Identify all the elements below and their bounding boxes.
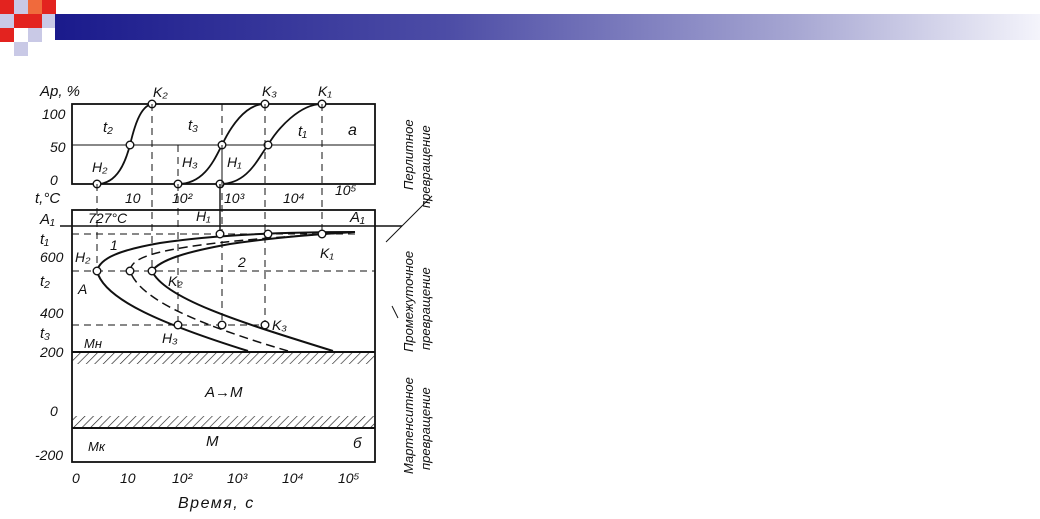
bottom-y-tick-200: 200 — [39, 344, 64, 360]
label-region-m: M — [206, 433, 219, 450]
label-a1-right: A₁ — [349, 209, 365, 226]
title-bar — [55, 14, 1040, 40]
mn-hatch-band — [72, 352, 375, 364]
bottom-point-k1 — [317, 229, 327, 239]
label-curve-2: 2 — [237, 254, 246, 270]
label-mn: Mн — [84, 336, 102, 351]
intermediate-tick — [391, 305, 399, 319]
side-label-martensite-2: превращение — [418, 387, 433, 470]
label-t3-bottom: t₃ — [40, 325, 50, 342]
top-y-tick-50: 50 — [50, 139, 66, 155]
c-curve-intermediate — [129, 231, 356, 352]
label-h2-bottom: H₂ — [75, 249, 91, 265]
label-t2-top: t₂ — [103, 119, 113, 136]
bottom-point-t1-mid — [263, 229, 273, 239]
label-region-a-to-m: A→M — [204, 384, 243, 401]
bottom-x-tick-10: 10 — [120, 470, 136, 486]
label-h3-bottom: H₃ — [162, 330, 178, 346]
bottom-panel-frame — [71, 209, 376, 463]
label-k3-top: K₃ — [262, 83, 277, 99]
label-k2-bottom: K₂ — [168, 273, 183, 289]
label-h2-top: H₂ — [92, 159, 108, 175]
top-panel: Ap, % 100 50 0 10 10² 10³ 10⁴ 10⁵ a t₂ t… — [39, 83, 376, 206]
bottom-point-t3-mid — [217, 320, 227, 330]
top-y-tick-100: 100 — [42, 106, 66, 122]
logo-square-red-5 — [0, 28, 14, 42]
logo-square-red-3 — [14, 14, 28, 28]
label-curve-1: 1 — [110, 237, 118, 253]
logo-square-lavender-3 — [42, 14, 56, 28]
label-k1-top: K₁ — [318, 83, 332, 99]
logo-square-lavender-4 — [28, 28, 42, 42]
bottom-point-h1 — [215, 229, 225, 239]
bottom-panel: t,°C 600 400 200 0 -200 0 10 10² 10³ 10⁴… — [35, 104, 402, 512]
side-annotations: Перлитное превращение Промежуточное прев… — [385, 119, 433, 474]
bottom-point-t2-mid — [125, 266, 135, 276]
bottom-point-k3 — [260, 320, 270, 330]
label-k1-bottom: K₁ — [320, 245, 334, 261]
label-t3-top: t₃ — [188, 117, 198, 134]
bottom-x-tick-10-4: 10⁴ — [282, 470, 304, 486]
label-h3-top: H₃ — [182, 154, 198, 170]
bottom-x-tick-10-2: 10² — [172, 470, 194, 486]
label-t2-bottom: t₂ — [40, 273, 50, 290]
slide-header — [0, 0, 1040, 60]
label-k3-bottom: K₃ — [272, 317, 287, 333]
logo-square-lavender-1 — [14, 0, 28, 14]
label-austenite-a: A — [77, 281, 87, 297]
bottom-y-title: t,°C — [35, 190, 60, 207]
logo-square-red-1 — [0, 0, 14, 14]
top-y-tick-0: 0 — [50, 172, 58, 188]
bottom-y-tick-minus-200: -200 — [35, 447, 63, 463]
pearlite-pointer — [385, 195, 433, 243]
logo-square-orange-1 — [28, 0, 42, 14]
label-a1-left: A₁ — [39, 211, 55, 228]
c-curve-start — [95, 231, 356, 352]
bottom-y-tick-0: 0 — [50, 403, 58, 419]
top-panel-label: a — [348, 122, 357, 139]
logo-square-lavender-5 — [14, 42, 28, 56]
logo-square-red-4 — [28, 14, 42, 28]
top-x-tick-10-4: 10⁴ — [283, 190, 305, 206]
logo-square-red-2 — [42, 0, 56, 14]
label-k2-top: K₂ — [153, 84, 168, 100]
top-x-tick-10: 10 — [125, 190, 141, 206]
bottom-y-tick-400: 400 — [40, 305, 64, 321]
side-label-intermediate-1: Промежуточное — [401, 251, 416, 352]
side-label-pearlite-1: Перлитное — [401, 119, 416, 190]
top-point-t1-mid — [263, 140, 273, 150]
mk-hatch-band — [72, 416, 375, 428]
bottom-point-k2 — [147, 266, 157, 276]
c-curve-end — [150, 231, 356, 352]
label-mk: Mк — [88, 439, 106, 454]
side-label-intermediate-2: превращение — [418, 267, 433, 350]
bottom-panel-label: б — [353, 435, 362, 452]
bottom-point-h3 — [173, 320, 183, 330]
bottom-point-h2 — [92, 266, 102, 276]
label-h1-bottom: H₁ — [196, 208, 211, 224]
label-h1-top: H₁ — [227, 154, 242, 170]
label-727c: 727°C — [88, 210, 128, 226]
label-t1-top: t₁ — [298, 123, 307, 140]
top-point-t2-mid — [125, 140, 135, 150]
label-t1-bottom: t₁ — [40, 231, 49, 248]
top-x-tick-10-3: 10³ — [224, 190, 245, 206]
top-x-tick-10-2: 10² — [172, 190, 194, 206]
top-y-title: Ap, % — [39, 83, 80, 100]
bottom-x-title: Время, с — [178, 495, 255, 512]
side-label-martensite-1: Мартенситное — [401, 377, 416, 474]
side-label-pearlite-2: превращение — [418, 125, 433, 208]
bottom-x-tick-0: 0 — [72, 470, 80, 486]
logo-square-lavender-2 — [0, 14, 14, 28]
bottom-x-tick-10-5: 10⁵ — [338, 470, 360, 486]
bottom-x-tick-10-3: 10³ — [227, 470, 248, 486]
top-x-tick-10-5: 10⁵ — [335, 182, 357, 198]
bottom-y-tick-600: 600 — [40, 249, 64, 265]
